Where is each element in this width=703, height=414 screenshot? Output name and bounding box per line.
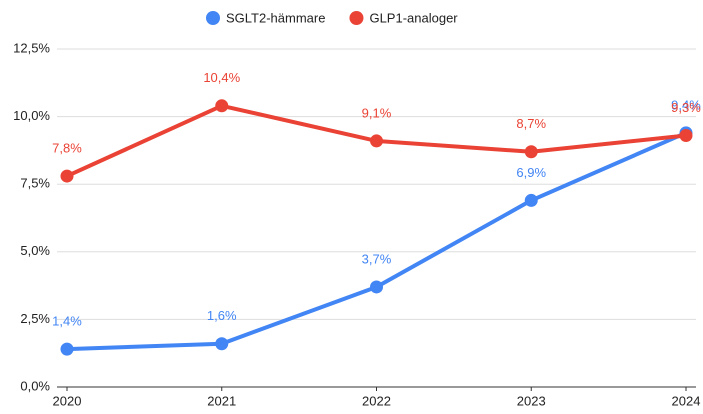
data-label: 3,7%	[362, 251, 392, 266]
y-tick-label: 12,5%	[13, 40, 50, 55]
y-tick-label: 5,0%	[20, 243, 50, 258]
legend-marker	[349, 11, 364, 25]
legend-label: SGLT2-hämmare	[226, 10, 325, 25]
y-tick-label: 10,0%	[13, 108, 50, 123]
x-tick-label: 2024	[672, 393, 701, 408]
data-label: 8,7%	[516, 116, 546, 131]
data-point	[370, 280, 383, 294]
data-label: 1,4%	[52, 314, 82, 329]
x-tick-label: 2020	[53, 393, 82, 408]
series-line	[66, 130, 687, 352]
data-point	[679, 129, 693, 143]
data-point	[215, 337, 229, 351]
data-point	[60, 342, 74, 356]
data-point	[60, 169, 74, 183]
data-label: 9,3%	[671, 100, 701, 115]
data-label: 7,8%	[52, 141, 82, 156]
y-tick-label: 7,5%	[20, 176, 50, 191]
data-point	[524, 193, 538, 207]
legend-marker	[206, 11, 220, 25]
data-label: 9,4%	[671, 97, 701, 112]
y-tick-label: 0,0%	[20, 378, 50, 393]
data-label: 10,4%	[203, 70, 240, 85]
data-label: 6,9%	[516, 165, 546, 180]
data-point	[370, 134, 383, 148]
data-point	[215, 99, 229, 113]
x-tick-label: 2021	[207, 393, 236, 408]
data-label: 1,6%	[207, 308, 237, 323]
data-point	[524, 145, 538, 159]
y-tick-label: 2,5%	[20, 311, 50, 326]
x-tick-label: 2022	[362, 393, 391, 408]
data-label: 9,1%	[362, 105, 392, 120]
x-tick-label: 2023	[517, 393, 546, 408]
legend-label: GLP1-analoger	[369, 10, 458, 25]
